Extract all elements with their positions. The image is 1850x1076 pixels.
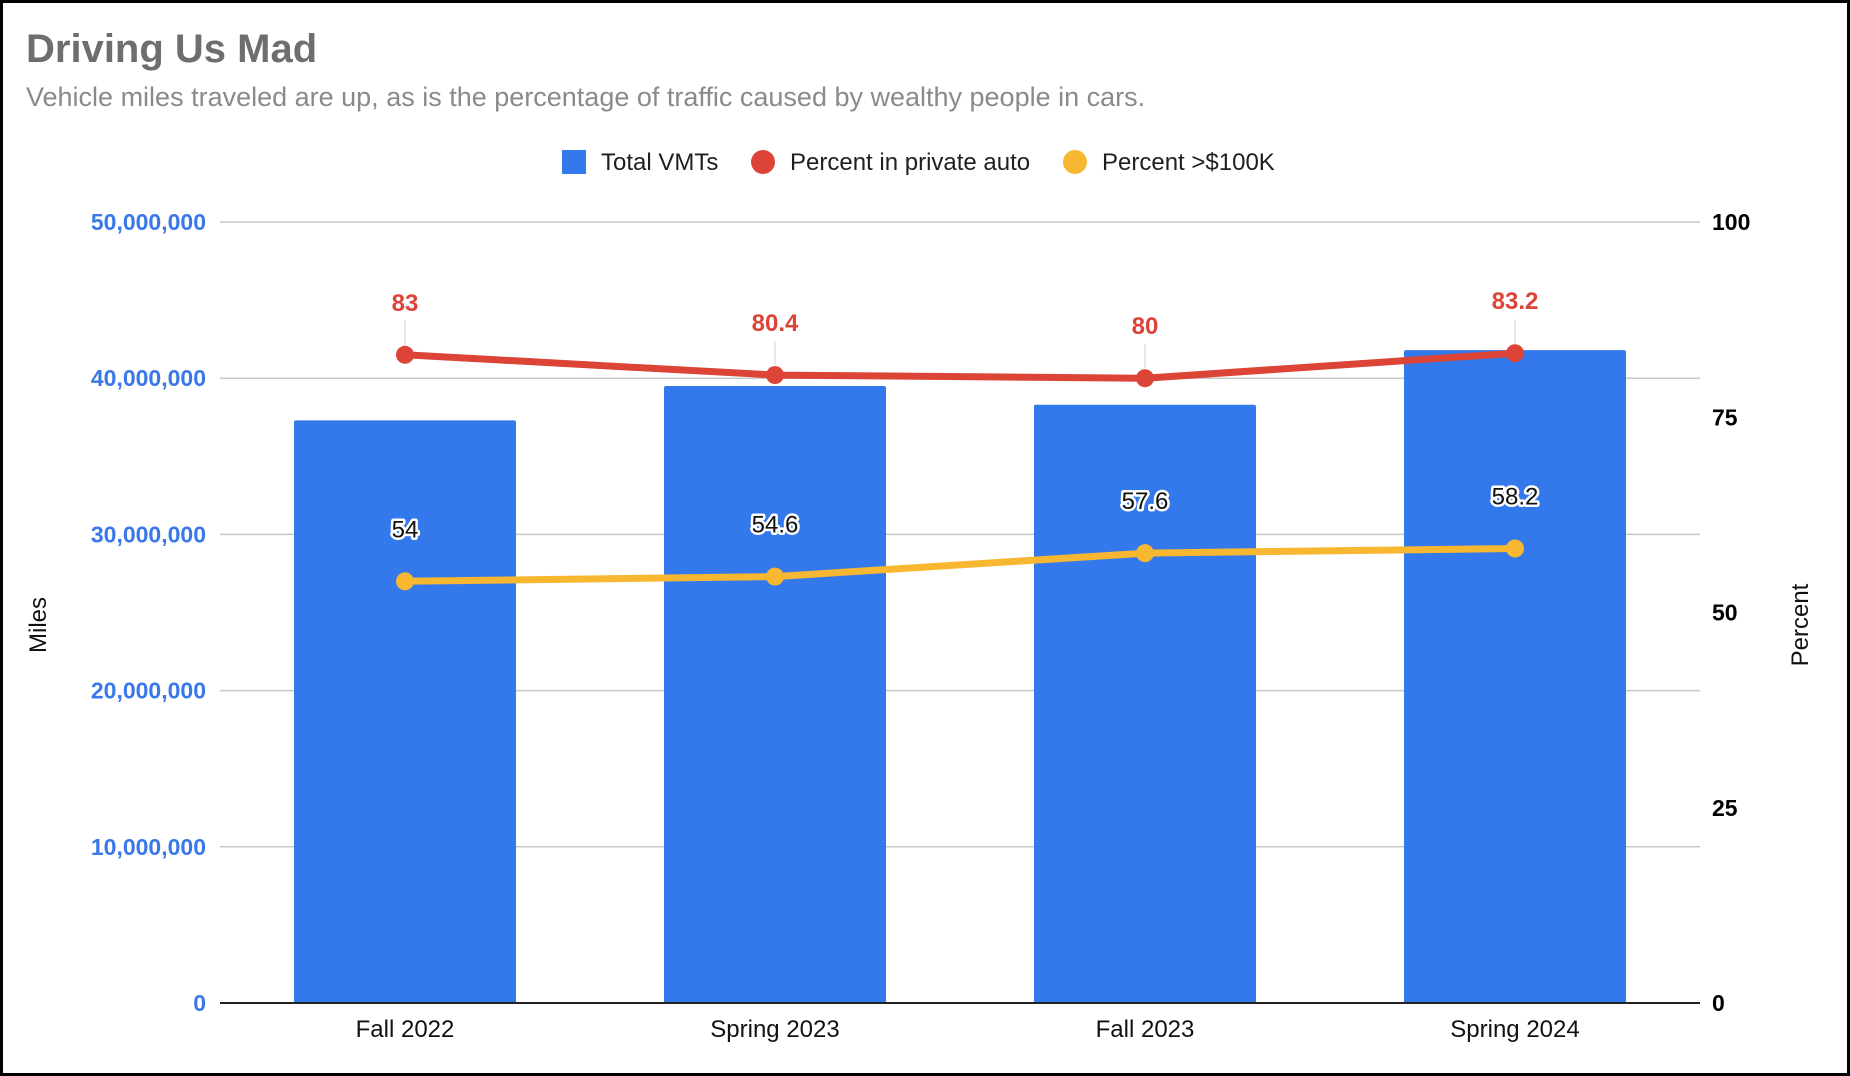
point-percent-in-private-auto[interactable] [1506,344,1524,363]
legend-item-total-vmts[interactable]: Total VMTs [562,149,718,176]
data-label-percent-100k: 57.6 [1122,488,1169,515]
x-tick-label: Fall 2023 [1096,1016,1195,1043]
bar-fall-2022[interactable] [294,420,516,1003]
point-percent-100k[interactable] [396,572,414,591]
legend-swatch-total-vmts [562,150,586,174]
y-axis-right: 0 25 50 75 100 [1712,209,1750,1016]
x-axis: Fall 2022 Spring 2023 Fall 2023 Spring 2024 [356,1016,1580,1043]
y-left-tick-label: 20,000,000 [91,678,206,704]
y-axis-right-title: Percent [1787,583,1814,666]
legend-item-percent-private-auto[interactable]: Percent in private auto [751,149,1030,176]
line-series [396,344,1524,591]
y-right-tick-label: 75 [1712,404,1738,430]
data-label-percent-100k: 58.2 [1492,483,1539,510]
x-tick-label: Fall 2022 [356,1016,455,1043]
legend-label-percent-private-auto: Percent in private auto [790,149,1030,176]
y-right-tick-label: 50 [1712,600,1738,626]
data-label-percent-in-private-auto: 83.2 [1492,288,1539,315]
bar-spring-2023[interactable] [664,386,886,1003]
point-percent-100k[interactable] [1136,544,1154,563]
legend-label-total-vmts: Total VMTs [601,149,718,176]
legend-label-percent-over-100k: Percent >$100K [1102,149,1275,176]
x-tick-label: Spring 2023 [710,1016,839,1043]
data-label-percent-100k: 54.6 [752,512,799,539]
point-percent-100k[interactable] [1506,539,1524,558]
y-left-tick-label: 50,000,000 [91,209,206,235]
y-axis-left-title: Miles [25,597,52,653]
y-left-tick-label: 0 [193,990,206,1016]
x-tick-label: Spring 2024 [1450,1016,1579,1043]
data-label-percent-in-private-auto: 80 [1132,313,1159,340]
chart-title: Driving Us Mad [26,27,317,71]
legend: Total VMTs Percent in private auto Perce… [562,149,1275,176]
legend-item-percent-over-100k[interactable]: Percent >$100K [1063,149,1275,176]
chart-subtitle: Vehicle miles traveled are up, as is the… [26,82,1145,112]
point-percent-100k[interactable] [766,567,784,586]
legend-swatch-percent-private-auto [751,150,775,174]
line-percent-100k[interactable] [401,544,1519,585]
point-percent-in-private-auto[interactable] [1136,369,1154,388]
bar-spring-2024[interactable] [1404,350,1626,1004]
y-left-tick-label: 40,000,000 [91,365,206,391]
y-right-tick-label: 25 [1712,795,1738,821]
data-label-percent-100k: 54 [392,516,419,543]
y-left-tick-label: 30,000,000 [91,521,206,547]
y-right-tick-label: 0 [1712,990,1725,1016]
bar-series-total-vmts [294,350,1626,1004]
y-right-tick-label: 100 [1712,209,1750,235]
point-percent-in-private-auto[interactable] [396,345,414,364]
line-percent-in-private-auto[interactable] [401,349,1519,382]
y-left-tick-label: 10,000,000 [91,834,206,860]
data-labels: 83 80.4 80 83.2 54 54.6 57.6 58.2 [389,288,1541,546]
data-label-percent-in-private-auto: 83 [392,290,419,317]
y-axis-left: 0 10,000,000 20,000,000 30,000,000 40,000,00… [91,209,206,1016]
legend-swatch-percent-over-100k [1063,150,1087,174]
data-label-percent-in-private-auto: 80.4 [752,310,799,337]
point-percent-in-private-auto[interactable] [766,366,784,385]
